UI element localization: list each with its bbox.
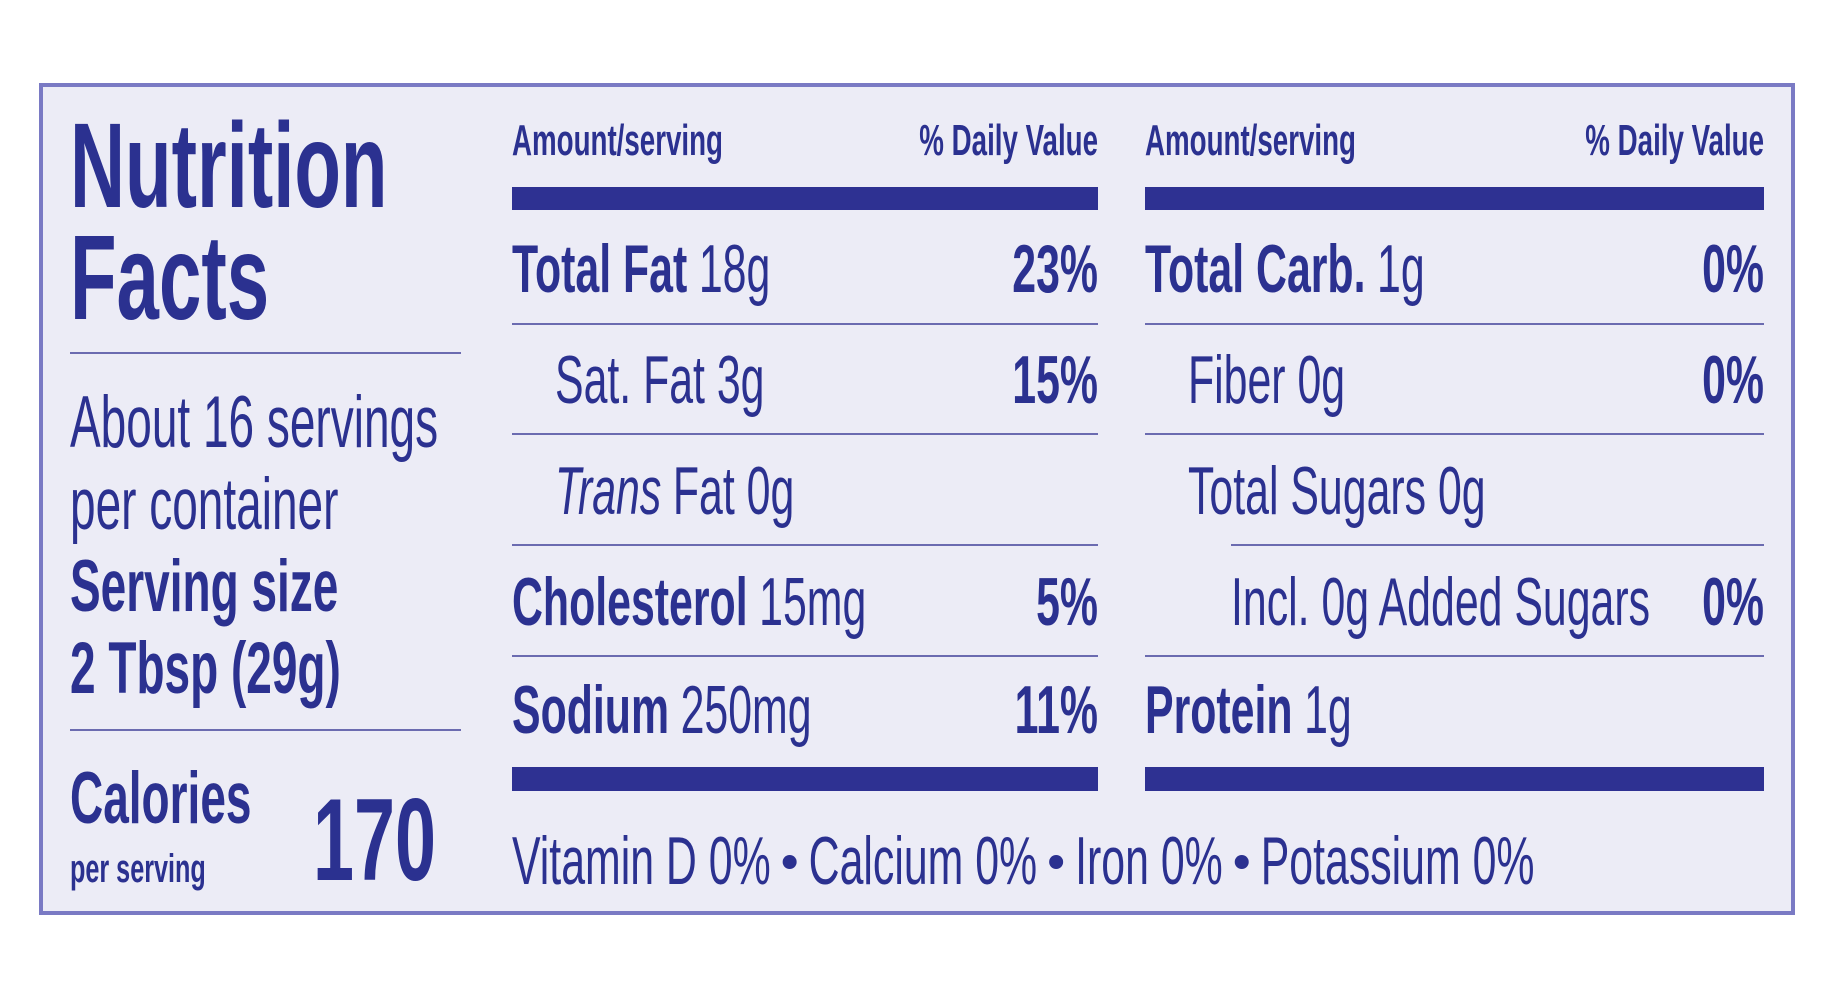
header-daily-value: % Daily Value xyxy=(919,116,1098,165)
nutrient-row: Trans Fat 0g xyxy=(555,454,794,529)
serving-size: Serving size xyxy=(70,545,338,626)
nutrient-amount: 15mg xyxy=(759,565,866,640)
vitamin-text: Calcium 0% xyxy=(809,824,1037,899)
calories: Calories xyxy=(70,757,251,838)
nutrient-amount: 1g xyxy=(1377,232,1425,307)
title: Facts xyxy=(70,210,269,345)
nutrient-name: Total Carb. xyxy=(1145,232,1365,307)
vitamin: Potassium 0% xyxy=(1261,824,1535,899)
nutrient-row: Total Carb. 1g xyxy=(1145,232,1425,307)
servings: About 16 servings xyxy=(70,381,438,462)
calories-value: 170 xyxy=(313,774,436,906)
header-amount: Amount/serving xyxy=(512,116,723,165)
title-line: Nutrition xyxy=(70,98,388,233)
nutrient-name: Fat 0g xyxy=(673,454,794,529)
servings-line: per container xyxy=(70,463,338,544)
thick-bar xyxy=(512,187,1098,210)
row-rule xyxy=(512,544,1098,546)
daily-value: 15% xyxy=(1012,343,1098,418)
nutrient-name: Protein xyxy=(1145,673,1293,748)
row-rule xyxy=(1145,433,1764,435)
nutrient-name-italic: Trans xyxy=(555,454,661,529)
divider xyxy=(70,729,461,731)
nutrient-row: Fiber 0g xyxy=(1188,343,1345,418)
vitamin: Vitamin D 0% xyxy=(512,824,771,899)
vitamin-text: Potassium 0% xyxy=(1261,824,1535,899)
row-rule xyxy=(1145,323,1764,325)
calories-label: Calories xyxy=(70,757,251,838)
header: Amount/serving xyxy=(512,116,723,165)
nutrient-amount: 250mg xyxy=(681,673,812,748)
daily-value: 0% xyxy=(1702,232,1764,307)
nutrient-dv: 15% xyxy=(1012,343,1098,418)
serving-size: 2 Tbsp (29g) xyxy=(70,627,341,708)
vitamin-text: Iron 0% xyxy=(1075,824,1223,899)
vitamin: Iron 0% xyxy=(1075,824,1223,899)
nutrient-row: Sodium 250mg xyxy=(512,673,812,748)
header-daily-value: % Daily Value xyxy=(1585,116,1764,165)
nutrient-row: Incl. 0g Added Sugars xyxy=(1231,565,1650,640)
servings: per container xyxy=(70,463,338,544)
header: % Daily Value xyxy=(1585,116,1764,165)
serving-size-value: 2 Tbsp (29g) xyxy=(70,627,341,708)
serving-size-label: Serving size xyxy=(70,545,338,626)
bullet xyxy=(1049,855,1064,869)
daily-value: 0% xyxy=(1702,343,1764,418)
title-line: Facts xyxy=(70,210,269,345)
divider xyxy=(70,352,461,354)
title: Nutrition xyxy=(70,98,388,233)
header: % Daily Value xyxy=(919,116,1098,165)
nutrient-dv: 0% xyxy=(1702,232,1764,307)
nutrient-name: Total Sugars 0g xyxy=(1188,454,1486,529)
bullet xyxy=(782,855,797,869)
nutrient-dv: 0% xyxy=(1702,343,1764,418)
daily-value: 23% xyxy=(1012,232,1098,307)
nutrient-name: Incl. 0g Added Sugars xyxy=(1231,565,1650,640)
daily-value: 5% xyxy=(1036,565,1098,640)
calories-sublabel: per serving xyxy=(70,847,206,891)
thick-bar xyxy=(512,767,1098,791)
nutrient-row: Total Fat 18g xyxy=(512,232,770,307)
nutrient-row: Total Sugars 0g xyxy=(1188,454,1486,529)
thick-bar xyxy=(1145,187,1764,210)
nutrient-row: Protein 1g xyxy=(1145,673,1352,748)
calories: 170 xyxy=(313,774,436,906)
thick-bar xyxy=(1145,767,1764,791)
servings-line: About 16 servings xyxy=(70,381,438,462)
nutrient-row: Cholesterol 15mg xyxy=(512,565,866,640)
bullet xyxy=(1234,855,1249,869)
daily-value: 11% xyxy=(1015,673,1098,748)
nutrient-dv: 11% xyxy=(1015,673,1098,748)
nutrient-amount: 18g xyxy=(699,232,770,307)
row-rule xyxy=(1231,544,1764,546)
row-rule xyxy=(1145,655,1764,657)
nutrient-name: Total Fat xyxy=(512,232,687,307)
nutrient-amount: 1g xyxy=(1304,673,1352,748)
nutrient-dv: 0% xyxy=(1702,565,1764,640)
header-amount: Amount/serving xyxy=(1145,116,1356,165)
header: Amount/serving xyxy=(1145,116,1356,165)
row-rule xyxy=(512,655,1098,657)
row-rule xyxy=(512,323,1098,325)
vitamin: Calcium 0% xyxy=(809,824,1037,899)
nutrient-name: Sodium xyxy=(512,673,669,748)
daily-value: 0% xyxy=(1702,565,1764,640)
row-rule xyxy=(512,433,1098,435)
vitamin-text: Vitamin D 0% xyxy=(512,824,771,899)
nutrient-dv: 23% xyxy=(1012,232,1098,307)
nutrient-name: Fiber 0g xyxy=(1188,343,1345,418)
nutrient-name: Cholesterol xyxy=(512,565,748,640)
nutrient-dv: 5% xyxy=(1036,565,1098,640)
nutrient-row: Sat. Fat 3g xyxy=(555,343,764,418)
calories: per serving xyxy=(70,847,206,891)
nutrient-name: Sat. Fat 3g xyxy=(555,343,764,418)
